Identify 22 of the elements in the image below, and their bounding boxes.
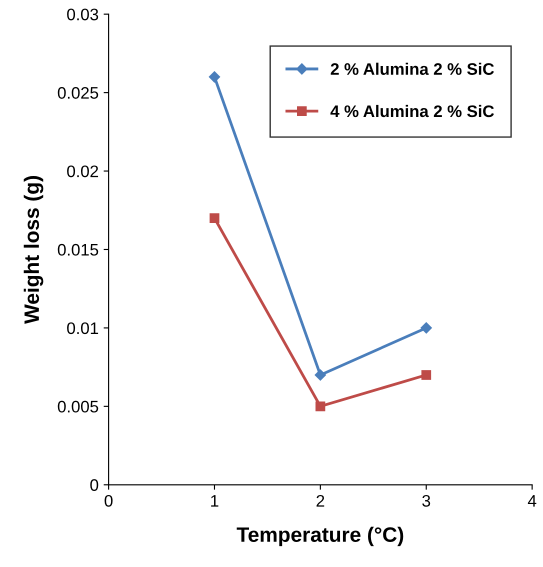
- legend-label: 4 % Alumina 2 % SiC: [330, 104, 494, 118]
- x-tick-label: 3: [422, 494, 430, 507]
- y-tick-label: 0.03: [67, 8, 98, 20]
- y-tick-label: 0: [90, 479, 98, 491]
- y-tick-label: 0.015: [58, 244, 98, 256]
- y-axis-title: Weight loss (g): [24, 176, 44, 324]
- point: [314, 369, 326, 381]
- y-tick-label: 0.01: [67, 322, 98, 334]
- point: [420, 322, 432, 334]
- legend-label: 2 % Alumina 2 % SiC: [330, 62, 494, 75]
- x-axis-title: Temperature (°C): [236, 526, 404, 546]
- point: [316, 401, 326, 412]
- y-tick-label: 0.02: [67, 165, 98, 178]
- x-tick-label: 2: [316, 494, 324, 507]
- x-tick-label: 1: [211, 495, 218, 507]
- point: [210, 213, 220, 223]
- y-tick-label: 0.025: [58, 87, 98, 99]
- point: [208, 71, 220, 83]
- x-tick-label: 4: [528, 495, 536, 507]
- point: [421, 370, 432, 380]
- y-tick-label: 0.005: [58, 400, 98, 413]
- x-tick-label: 0: [104, 494, 113, 507]
